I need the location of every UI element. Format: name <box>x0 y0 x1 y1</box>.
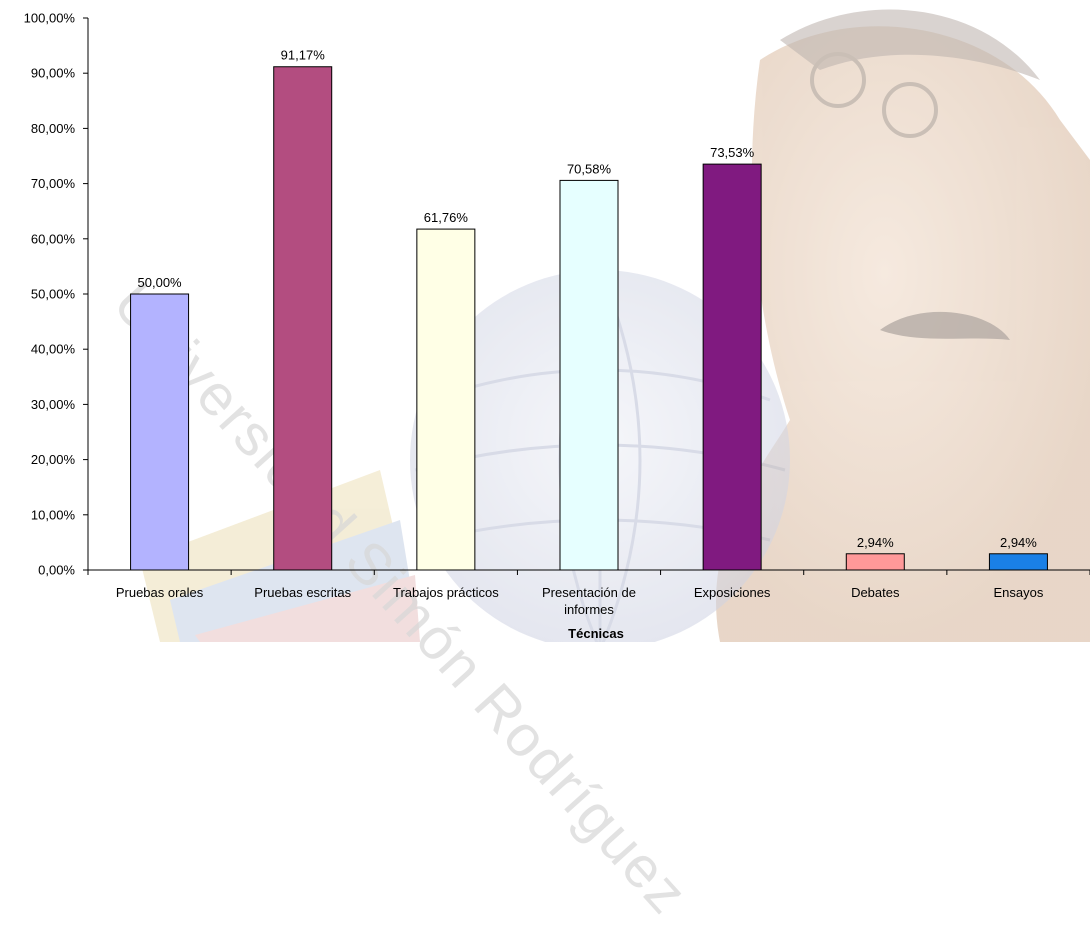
y-tick-label: 90,00% <box>31 66 76 81</box>
y-tick-label: 80,00% <box>31 121 76 136</box>
bar <box>130 293 190 571</box>
bar <box>845 553 905 571</box>
data-label: 70,58% <box>567 161 612 176</box>
y-tick-label: 100,00% <box>24 11 76 26</box>
x-tick-label: informes <box>564 602 614 617</box>
y-tick-label: 10,00% <box>31 507 76 522</box>
bar-chart: 0,00% 10,00% 20,00% 30,00% 40,00% 50,00% 60,00… <box>24 11 1090 641</box>
watermark-background <box>140 9 1090 642</box>
bar <box>702 163 762 571</box>
x-axis-title: Técnicas <box>568 626 624 641</box>
x-tick-label: Exposiciones <box>694 585 771 600</box>
y-tick-label: 50,00% <box>31 287 76 302</box>
x-tick-label: Pruebas orales <box>116 585 204 600</box>
data-label: 73,53% <box>710 145 755 160</box>
y-tick-label: 0,00% <box>38 563 75 578</box>
y-tick-label: 40,00% <box>31 342 76 357</box>
data-label: 91,17% <box>281 48 326 63</box>
y-tick-label: 70,00% <box>31 176 76 191</box>
data-label: 2,94% <box>1000 535 1037 550</box>
x-tick-label: Trabajos prácticos <box>393 585 499 600</box>
x-tick-label: Pruebas escritas <box>254 585 351 600</box>
y-tick-label: 30,00% <box>31 397 76 412</box>
x-tick-label: Presentación de <box>542 585 636 600</box>
data-label: 2,94% <box>857 535 894 550</box>
watermark-portrait <box>716 9 1090 642</box>
data-label: 50,00% <box>138 275 183 290</box>
data-label: 61,76% <box>424 210 469 225</box>
bar <box>416 228 476 571</box>
bar <box>273 66 333 571</box>
x-tick-label: Debates <box>851 585 900 600</box>
x-tick-label: Ensayos <box>993 585 1043 600</box>
bar <box>988 553 1048 571</box>
y-tick-label: 60,00% <box>31 231 76 246</box>
y-tick-label: 20,00% <box>31 452 76 467</box>
bar <box>559 179 619 571</box>
